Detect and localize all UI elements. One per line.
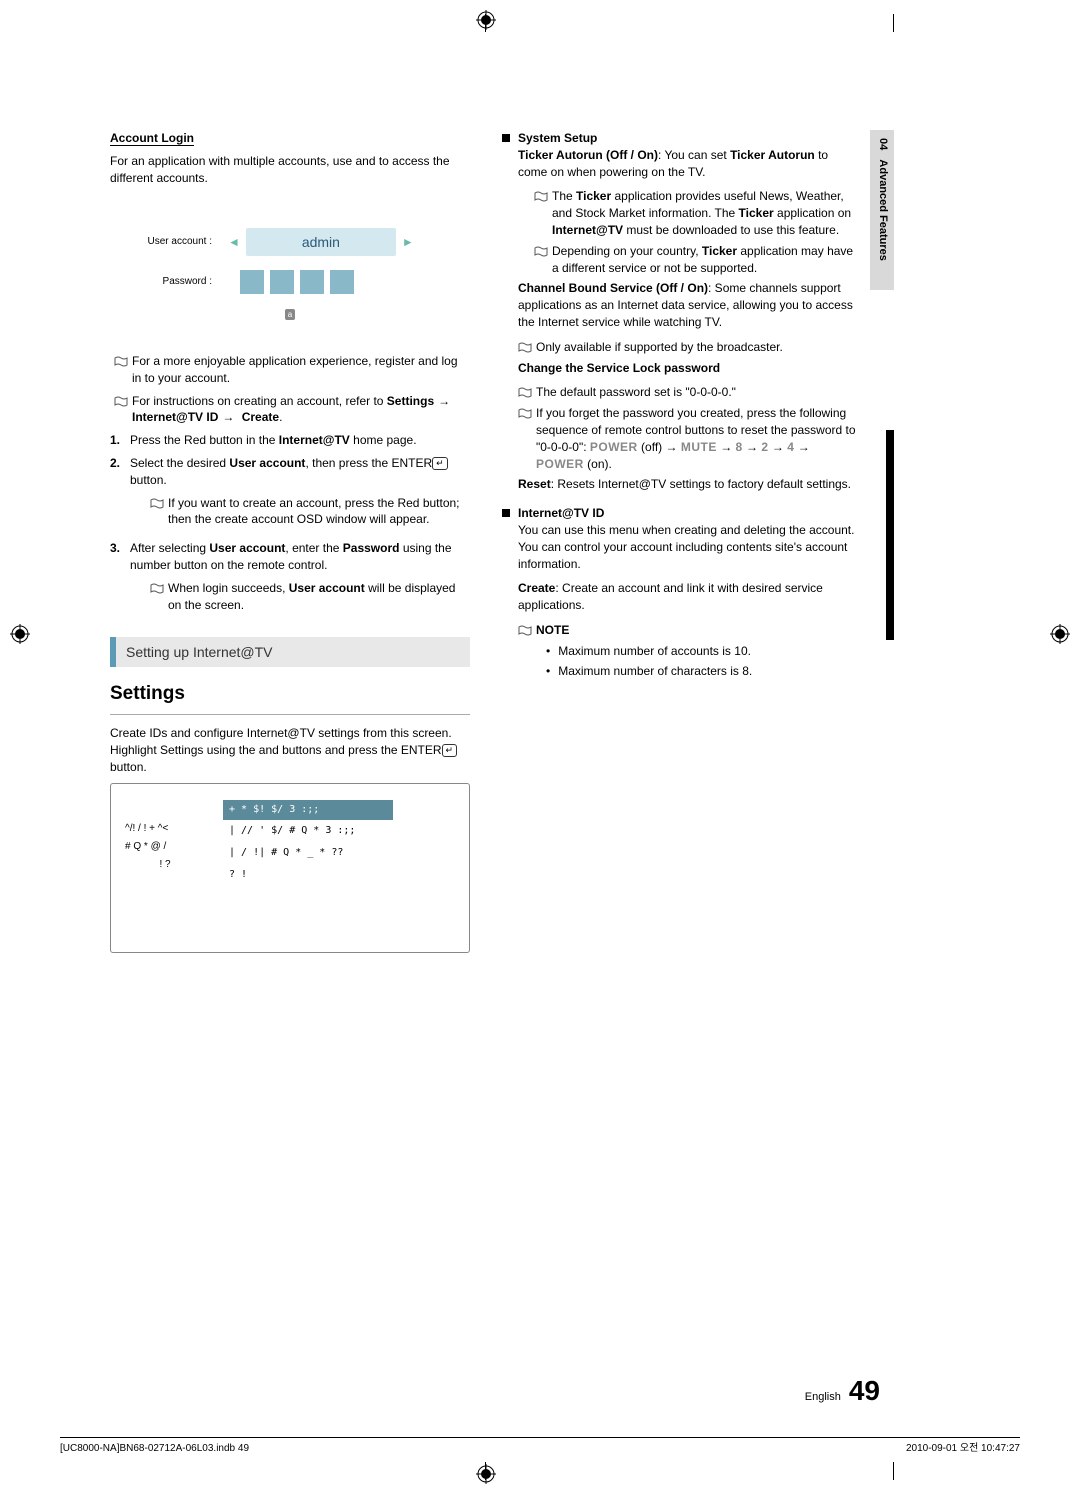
settings-intro: Create IDs and configure Internet@TV set… [110,725,470,775]
ticker-note-1: The Ticker application provides useful N… [534,188,860,238]
thumb-index-mark [886,430,894,640]
create-para: Create: Create an account and link it wi… [518,580,860,614]
internet-tv-id-title: Internet@TV ID [518,505,860,522]
step-2-note: If you want to create an account, press … [150,495,470,529]
settings-left-panel: ^/! / ! + ^< # Q * @ / ! ? [125,800,205,936]
page-lang: English [805,1390,841,1405]
change-password-heading: Change the Service Lock password [518,360,860,377]
note-icon [518,407,532,419]
print-footer: [UC8000-NA]BN68-02712A-06L03.indb 49 201… [60,1437,1020,1456]
password-box [270,270,294,294]
note-icon [518,386,532,398]
settings-heading: Settings [110,681,470,708]
account-login-heading: Account Login [110,130,470,147]
chapter-title: Advanced Features [877,159,889,260]
step-1: 1. Press the Red button in the Internet@… [110,432,470,449]
user-account-label: User account : [110,235,222,249]
settings-diagram: ^/! / ! + ^< # Q * @ / ! ? + * $! $/ 3 :… [110,783,470,953]
chapter-tab: 04 Advanced Features [870,130,894,290]
note-icon [518,624,532,636]
note-bullet-2: •Maximum number of characters is 8. [546,663,860,680]
default-password-note: The default password set is "0-0-0-0." [518,384,860,401]
enter-icon: ↵ [432,457,448,470]
left-column: Account Login For an application with mu… [110,130,470,953]
note-icon [150,582,164,594]
note-instructions: For instructions on creating an account,… [114,393,470,427]
reset-para: Reset: Resets Internet@TV settings to fa… [518,476,860,493]
settings-right-panel: + * $! $/ 3 :;; | // ' $/ # Q * 3 :;; | … [223,800,455,936]
right-column: System Setup Ticker Autorun (Off / On): … [500,130,860,953]
step-3-note: When login succeeds, User account will b… [150,580,470,614]
note-icon [534,190,548,202]
crop-mark [893,1462,894,1480]
registration-mark-icon [476,10,496,30]
note-icon [518,341,532,353]
section-bar-setting-up: Setting up Internet@TV [110,637,470,667]
page-number: English 49 [805,1371,880,1410]
forget-password-note: If you forget the password you created, … [518,405,860,472]
page-content: Account Login For an application with mu… [110,130,870,953]
registration-mark-icon [476,1464,496,1484]
password-boxes [240,270,354,294]
account-login-intro: For an application with multiple account… [110,153,470,187]
ticker-note-2: Depending on your country, Ticker applic… [534,243,860,277]
note-icon [534,245,548,257]
channel-bound-para: Channel Bound Service (Off / On): Some c… [518,280,860,330]
note-icon [150,497,164,509]
login-diagram: User account : ◄ admin ► Password : a [110,214,470,335]
step-3: 3. After selecting User account, enter t… [110,540,470,619]
square-bullet-icon [502,134,510,142]
login-footer-icon: a [110,308,470,321]
crop-mark [485,14,486,32]
chapter-number: 04 [877,138,889,150]
ticker-autorun-para: Ticker Autorun (Off / On): You can set T… [518,147,860,181]
note-icon [114,355,128,367]
print-file: [UC8000-NA]BN68-02712A-06L03.indb 49 [60,1442,249,1456]
divider [110,714,470,715]
right-arrow-icon: ► [396,234,420,251]
step-2: 2. Select the desired User account, then… [110,455,470,534]
enter-icon: ↵ [442,744,458,757]
note-bullet-1: •Maximum number of accounts is 10. [546,643,860,660]
section-accent [110,637,116,667]
password-box [300,270,324,294]
user-account-row: User account : ◄ admin ► [110,228,470,256]
user-account-value: admin [246,228,396,256]
system-setup-title: System Setup [518,130,860,147]
print-timestamp: 2010-09-01 오전 10:47:27 [906,1442,1020,1456]
internet-tv-id-section: Internet@TV ID You can use this menu whe… [500,505,860,682]
password-row: Password : [110,270,470,294]
left-arrow-icon: ◄ [222,234,246,251]
note-enjoyable: For a more enjoyable application experie… [114,353,470,387]
crop-mark [485,1462,486,1480]
channel-bound-note: Only available if supported by the broad… [518,339,860,356]
password-label: Password : [110,275,222,289]
note-block: NOTE [518,622,860,639]
password-box [240,270,264,294]
section-title: Setting up Internet@TV [126,643,273,663]
page-num: 49 [849,1371,880,1410]
internet-tv-id-para: You can use this menu when creating and … [518,522,860,572]
password-box [330,270,354,294]
registration-mark-icon [1050,624,1070,644]
system-setup-section: System Setup Ticker Autorun (Off / On): … [500,130,860,501]
square-bullet-icon [502,509,510,517]
crop-mark [893,14,894,32]
note-icon [114,395,128,407]
registration-mark-icon [10,624,30,644]
